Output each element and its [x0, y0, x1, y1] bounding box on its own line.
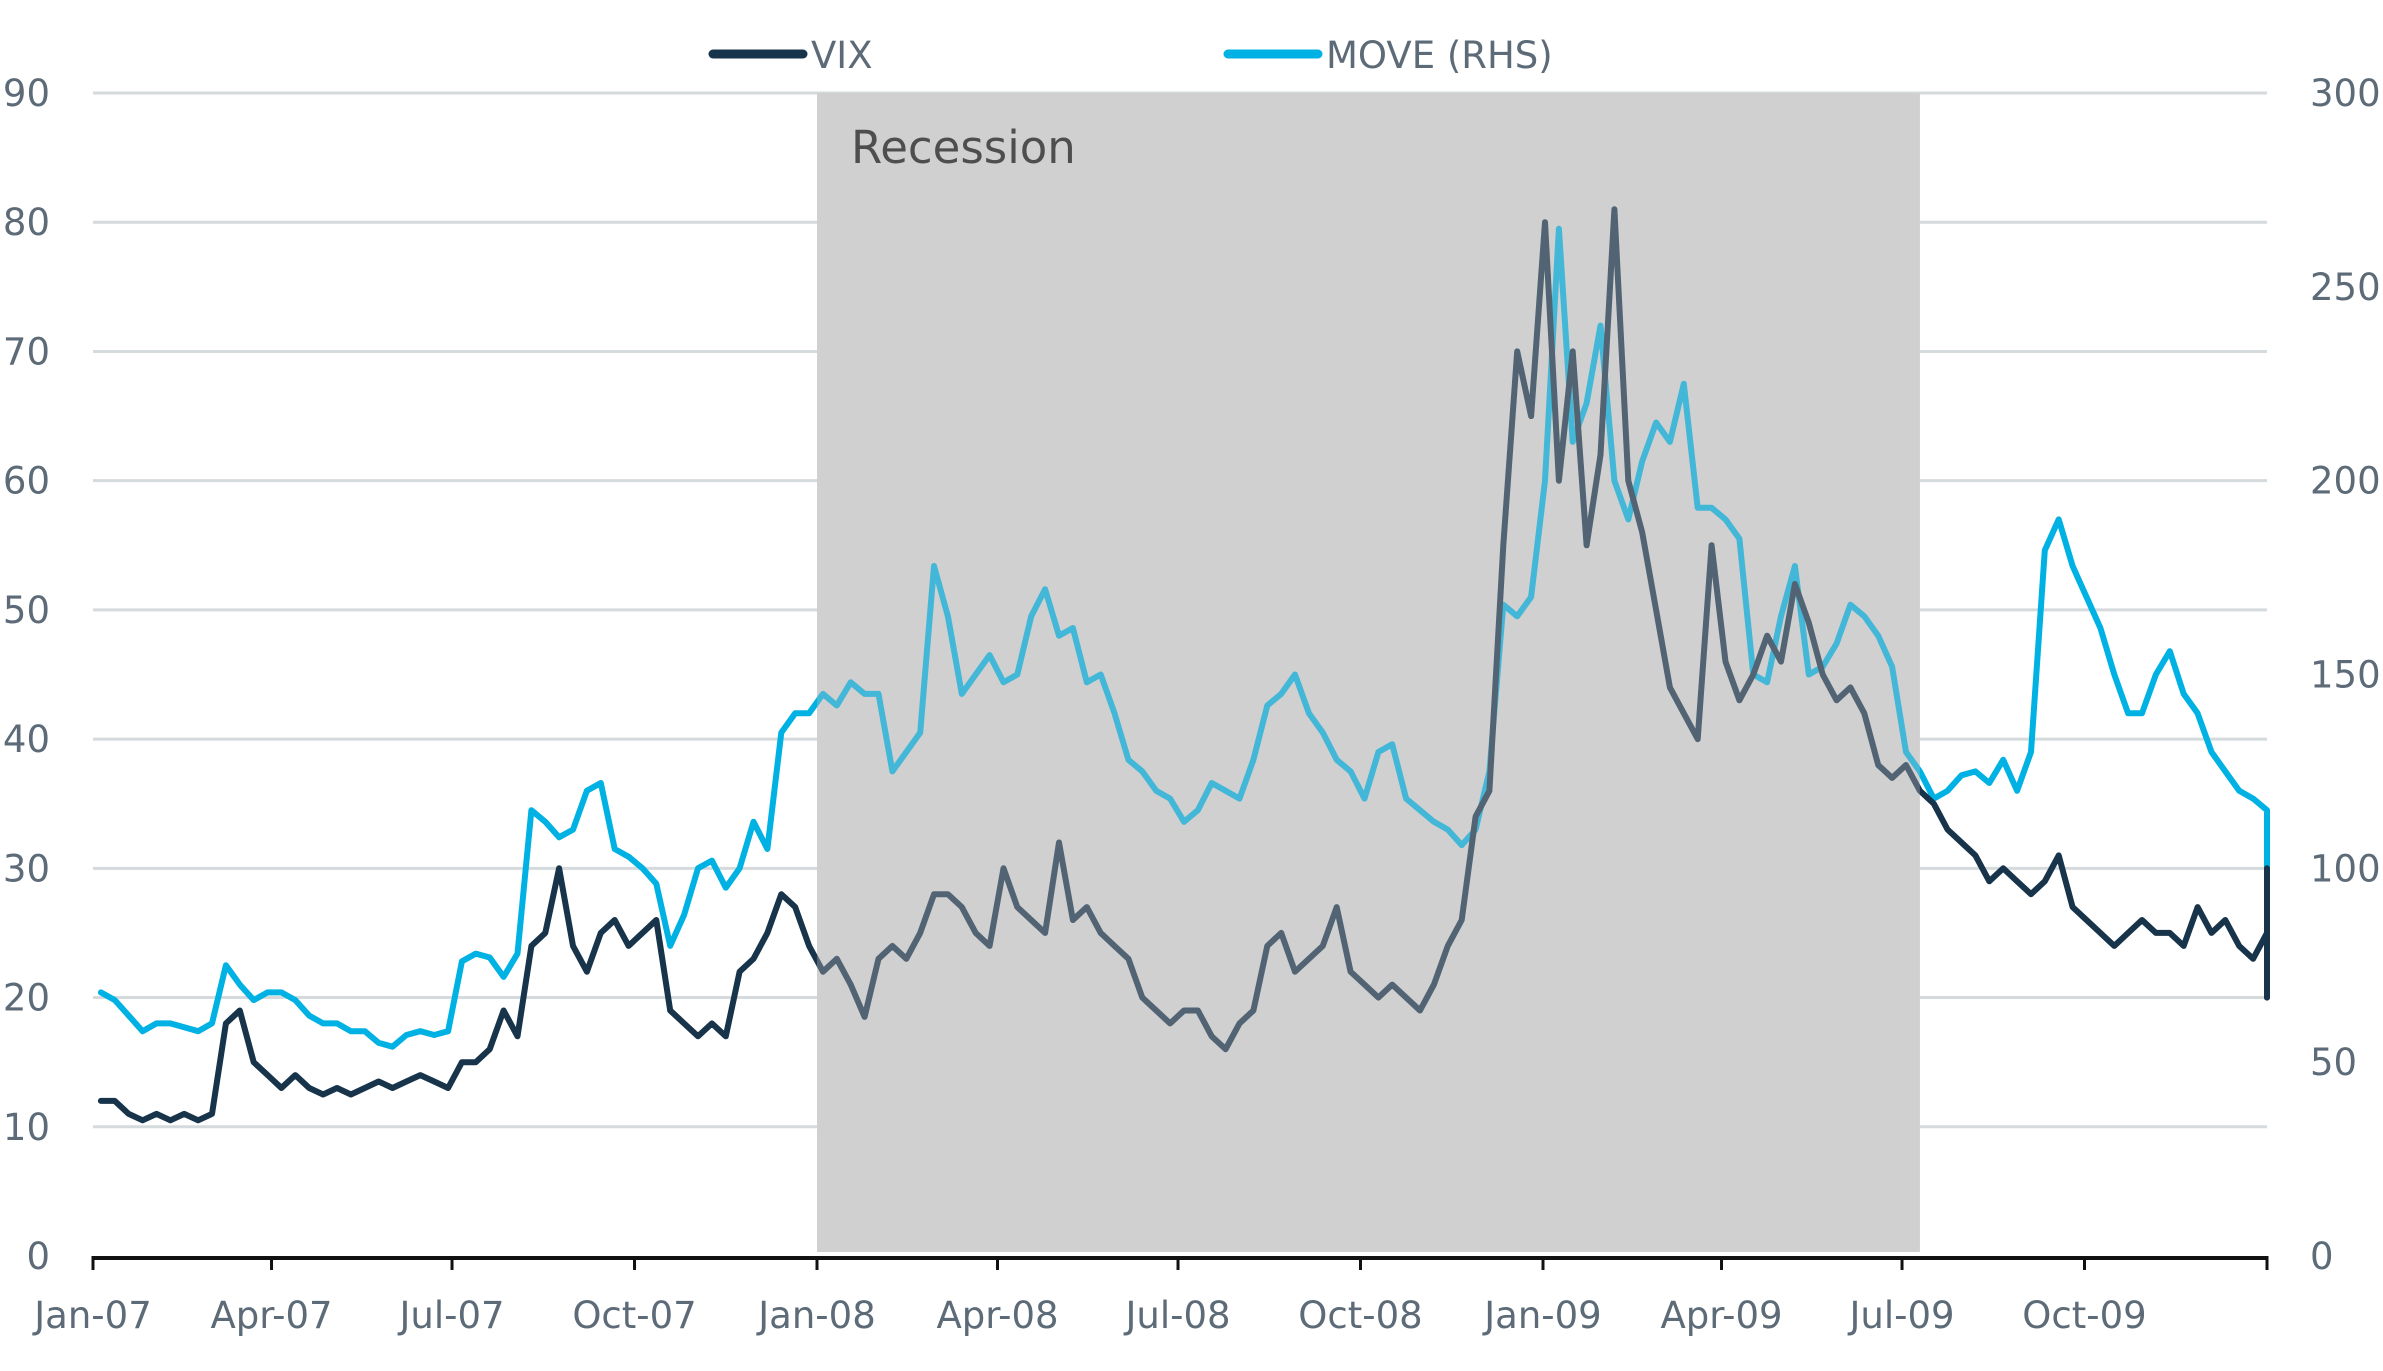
legend: VIX MOVE (RHS) [708, 34, 1553, 77]
y-left-tick-label: 80 [3, 201, 50, 244]
x-axis: Jan-07 Apr-07 Jul-07 Oct-07 Jan-08 Apr-08 Jul-… [32, 1256, 2269, 1337]
x-tick-label: Jan-07 [32, 1294, 151, 1337]
x-tick-label: Apr-08 [936, 1294, 1058, 1337]
y-left-tick-label: 0 [26, 1235, 50, 1278]
x-tick-label: Jan-09 [1482, 1294, 1601, 1337]
y-left-tick-label: 40 [3, 718, 50, 761]
y-left-tick-label: 50 [3, 589, 50, 632]
x-tick-label: Jan-08 [756, 1294, 875, 1337]
y-right-tick-label: 0 [2310, 1235, 2334, 1278]
y-right-tick-label: 200 [2310, 460, 2381, 503]
x-tick-label: Apr-09 [1660, 1294, 1782, 1337]
y-left-tick-label: 20 [3, 977, 50, 1020]
x-tick-label: Oct-08 [1298, 1294, 1422, 1337]
y-axis-left: 0 10 20 30 40 50 60 70 80 90 [3, 72, 50, 1278]
y-right-tick-label: 150 [2310, 654, 2381, 697]
y-right-tick-label: 250 [2310, 266, 2381, 309]
series-lines [97, 206, 2270, 1124]
y-right-tick-label: 100 [2310, 847, 2381, 890]
y-axis-right: 0 50 100 150 200 250 300 [2310, 72, 2381, 1278]
legend-label-move: MOVE (RHS) [1326, 34, 1553, 77]
series-line-vix [97, 206, 2270, 1124]
x-tick-label: Jul-08 [1123, 1294, 1230, 1337]
y-left-tick-label: 30 [3, 847, 50, 890]
x-tick-label: Jul-07 [397, 1294, 504, 1337]
y-left-tick-label: 70 [3, 330, 50, 373]
y-left-tick-label: 10 [3, 1106, 50, 1149]
series-line-move-rhs [97, 225, 2270, 1050]
x-tick-label: Apr-07 [210, 1294, 332, 1337]
y-right-tick-label: 300 [2310, 72, 2381, 115]
y-right-tick-label: 50 [2310, 1041, 2357, 1084]
x-tick-label: Oct-09 [2022, 1294, 2146, 1337]
x-tick-label: Jul-09 [1847, 1294, 1954, 1337]
recession-label: Recession [851, 121, 1076, 174]
legend-label-vix: VIX [811, 34, 873, 77]
x-tick-label: Oct-07 [572, 1294, 696, 1337]
y-left-tick-label: 90 [3, 72, 50, 115]
recession-band-overlay [817, 93, 1920, 1252]
y-left-tick-label: 60 [3, 460, 50, 503]
